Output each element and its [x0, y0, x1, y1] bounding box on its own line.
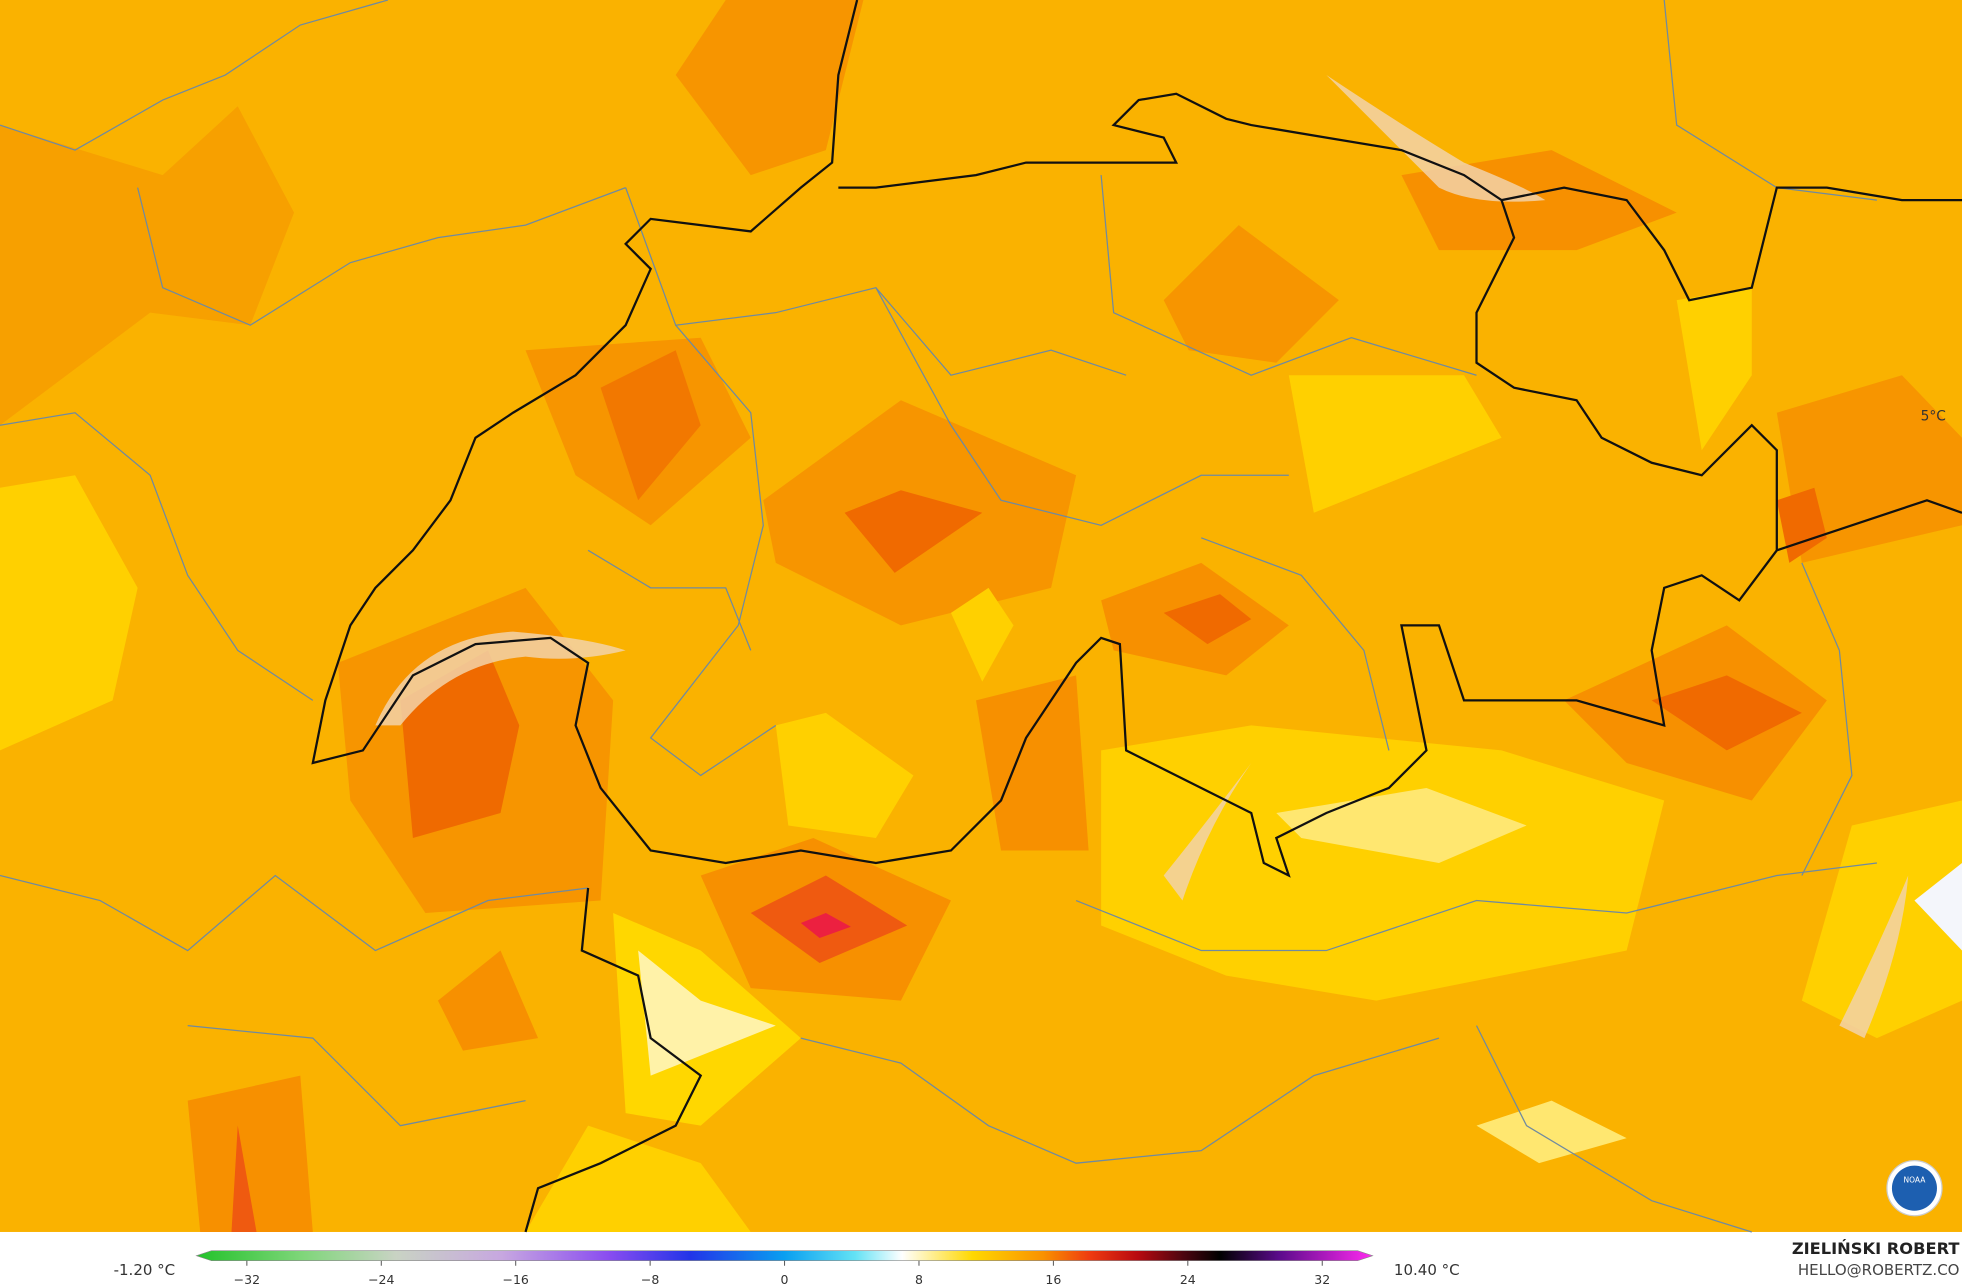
annotation: 5°C — [1921, 408, 1946, 424]
admin-borders — [0, 0, 1877, 1233]
temperature-field — [0, 0, 1962, 1232]
colorbar-tick-label: 0 — [781, 1272, 789, 1287]
max-value: 10.40 °C — [1394, 1261, 1460, 1279]
logo-text: NOAA — [1904, 1176, 1927, 1185]
colorbar-tick-label: 16 — [1045, 1272, 1061, 1287]
author: ZIELIŃSKI ROBERT — [1792, 1239, 1960, 1258]
min-value: -1.20 °C — [114, 1261, 176, 1279]
colorbar-tick-label: −16 — [503, 1272, 529, 1287]
country-borders — [311, 0, 1962, 1233]
colorbar-tick-label: 24 — [1180, 1272, 1196, 1287]
colorbar-tick-label: −8 — [641, 1272, 659, 1287]
email: HELLO@ROBERTZ.CO — [1798, 1261, 1960, 1279]
noaa-logo: NOAA — [1886, 1160, 1943, 1217]
colorbar-tick-label: −32 — [234, 1272, 260, 1287]
colorbar-tick-label: 8 — [915, 1272, 923, 1287]
colorbar-tick-label: −24 — [368, 1272, 394, 1287]
colorbar-bar — [195, 1250, 1374, 1262]
lakes — [375, 75, 1909, 1039]
colorbar: -1.20 °C 10.40 °C −32 −24 −16 −8 0 8 16 24 32 — [114, 1250, 1460, 1287]
colorbar-tick-label: 32 — [1314, 1272, 1330, 1287]
